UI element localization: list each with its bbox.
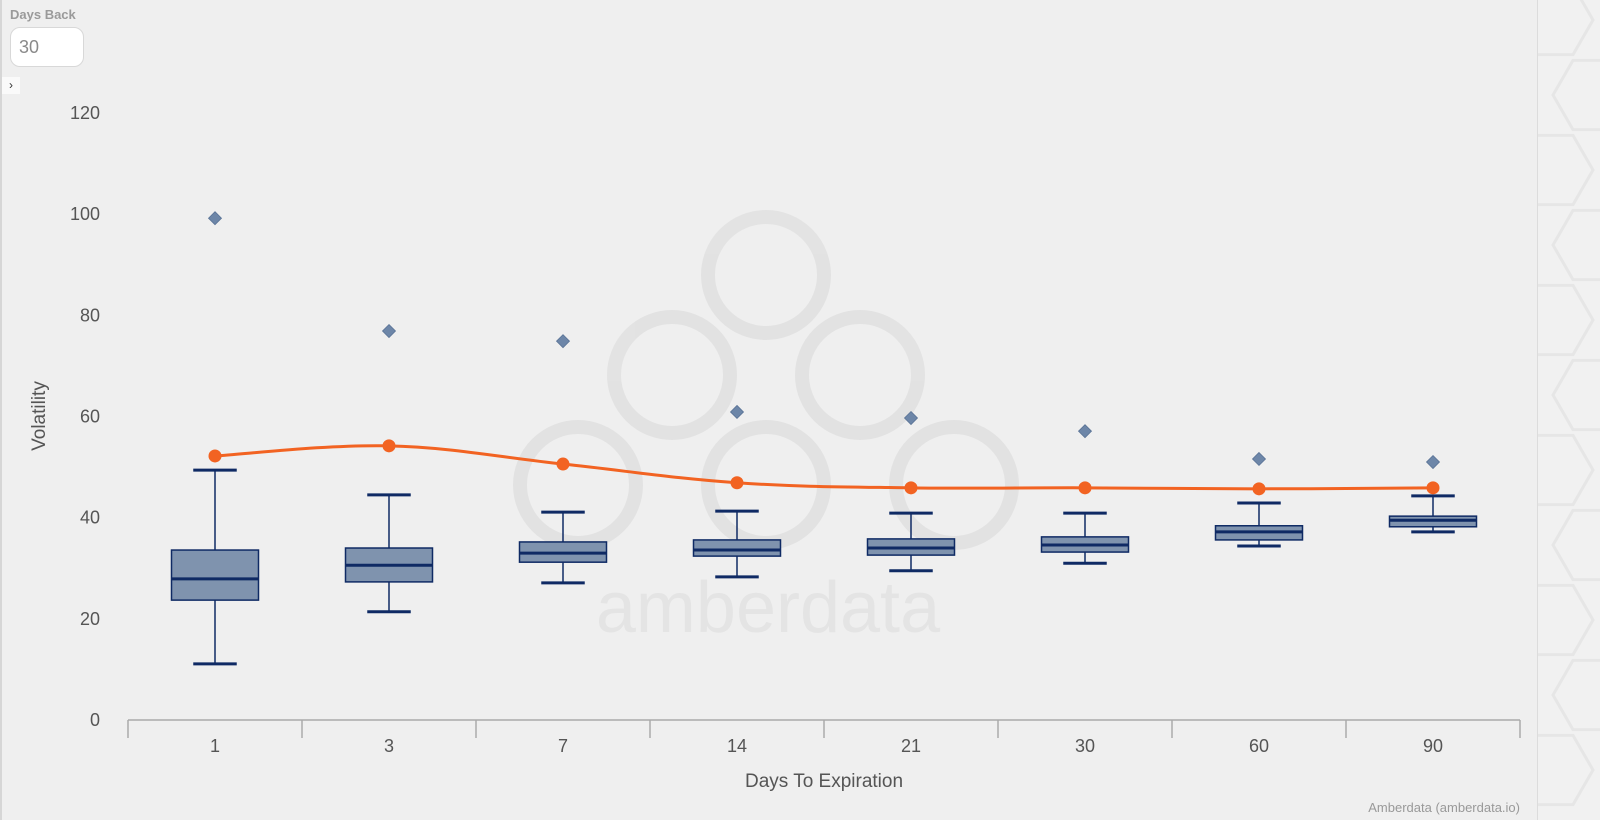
x-tick-label: 30 bbox=[1075, 736, 1095, 756]
outlier-point bbox=[555, 334, 571, 349]
hexagon-shape bbox=[1538, 0, 1595, 57]
amberdata-watermark-logo: amberdata bbox=[513, 210, 1019, 648]
outlier-point bbox=[1077, 424, 1093, 439]
y-tick-label: 20 bbox=[80, 609, 100, 629]
days-back-input[interactable] bbox=[10, 27, 84, 67]
mean-point bbox=[208, 449, 222, 463]
box-plot-30 bbox=[1040, 511, 1130, 565]
outlier-point bbox=[381, 323, 397, 339]
box-plot-7 bbox=[518, 510, 608, 585]
svg-text:amberdata: amberdata bbox=[596, 568, 941, 648]
mean-point bbox=[904, 481, 918, 495]
hexagon-shape bbox=[1538, 583, 1595, 657]
x-tick-label: 7 bbox=[558, 736, 568, 756]
y-tick-label: 40 bbox=[80, 508, 100, 528]
box-plot-21 bbox=[866, 511, 956, 573]
hexagon-shape bbox=[1538, 733, 1595, 807]
days-back-label: Days Back bbox=[10, 7, 76, 22]
box-plot-60 bbox=[1214, 501, 1304, 548]
hexagon-shape bbox=[1551, 58, 1600, 132]
hexagon-pattern bbox=[1538, 0, 1600, 807]
outlier-point bbox=[1251, 451, 1267, 467]
x-tick-label: 60 bbox=[1249, 736, 1269, 756]
x-tick-label: 14 bbox=[727, 736, 747, 756]
mean-volatility-line bbox=[214, 444, 1434, 491]
y-tick-label: 80 bbox=[80, 305, 100, 325]
y-tick-label: 60 bbox=[80, 407, 100, 427]
mean-point bbox=[1252, 482, 1266, 496]
outlier-point bbox=[903, 410, 919, 426]
box-plot-1 bbox=[170, 468, 260, 666]
box-plot-14 bbox=[692, 509, 782, 579]
y-axis-title: Volatility bbox=[29, 381, 50, 451]
outlier-point bbox=[1425, 454, 1441, 470]
hexagon-shape bbox=[1538, 133, 1595, 207]
box-plot-3 bbox=[344, 493, 434, 614]
hexagon-shape bbox=[1538, 433, 1595, 507]
hexagon-shape bbox=[1551, 358, 1600, 432]
outlier-point bbox=[207, 211, 223, 226]
chart-credits[interactable]: Amberdata (amberdata.io) bbox=[1368, 800, 1520, 815]
hexagon-shape bbox=[1538, 283, 1595, 357]
hexagon-shape bbox=[1551, 508, 1600, 582]
chevron-right-icon: › bbox=[9, 78, 13, 92]
mean-point bbox=[382, 439, 396, 453]
x-tick-label: 90 bbox=[1423, 736, 1443, 756]
hexagon-shape bbox=[1551, 208, 1600, 282]
x-tick-label: 21 bbox=[901, 736, 921, 756]
mean-point bbox=[1426, 481, 1440, 495]
mean-point bbox=[556, 457, 570, 471]
mean-point bbox=[1078, 481, 1092, 495]
x-tick-label: 1 bbox=[210, 736, 220, 756]
expand-button[interactable]: › bbox=[2, 77, 20, 94]
box-plot-90 bbox=[1388, 494, 1478, 534]
x-axis-title: Days To Expiration bbox=[745, 771, 903, 792]
y-tick-label: 120 bbox=[70, 103, 100, 123]
outlier-point bbox=[729, 404, 745, 420]
left-border bbox=[0, 0, 2, 820]
hexagon-shape bbox=[1551, 658, 1600, 732]
right-panel-edge bbox=[1537, 0, 1600, 820]
y-tick-label: 0 bbox=[90, 710, 100, 730]
y-tick-label: 100 bbox=[70, 204, 100, 224]
x-tick-label: 3 bbox=[384, 736, 394, 756]
box-iqr bbox=[170, 549, 260, 601]
mean-point bbox=[730, 476, 744, 490]
box-iqr bbox=[692, 539, 782, 557]
